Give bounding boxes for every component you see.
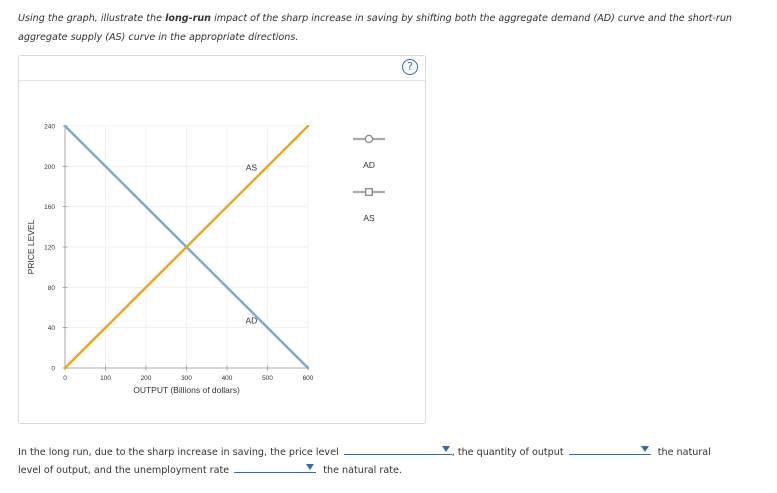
y-tick-label: 120 [44,245,55,252]
instructions-bold: long-run [165,13,212,24]
answer-sentence: In the long run, due to the sharp increa… [18,442,763,478]
legend-label-ad: AD [363,160,375,170]
help-icon: ? [407,60,413,73]
y-tick-label: 200 [44,164,55,171]
x-tick-label: 100 [100,375,111,382]
sentence-part4: level of output, and the unemployment ra… [18,465,230,476]
unemployment-dropdown[interactable] [234,460,317,473]
graph-panel: ? 0 100 200 300 400 500 600 0 40 80 120 160 200 240 OU… [18,55,426,424]
square-handle-icon[interactable] [365,188,373,196]
chevron-down-icon [306,464,315,470]
x-tick-label: 200 [141,375,152,382]
x-tick-label: 0 [63,375,67,382]
instructions-text: Using the graph, illustrate the long-run… [18,9,763,47]
curve-label-ad: AD [245,316,257,326]
x-tick-label: 600 [303,375,314,382]
x-tick-label: 400 [222,375,233,382]
x-tick-label: 300 [181,375,192,382]
sentence-line-2: level of output, and the unemployment ra… [18,460,763,478]
y-axis-title: PRICE LEVEL [26,219,36,274]
legend-label-as: AS [363,213,375,223]
chevron-down-icon [441,446,450,452]
sentence-part1: In the long run, due to the sharp increa… [18,447,339,458]
y-tick-label: 40 [48,325,56,332]
y-tick-label: 240 [44,124,55,131]
curve-as[interactable] [63,124,310,370]
price-level-dropdown[interactable] [343,442,452,455]
circle-handle-icon[interactable] [364,134,374,144]
x-axis-title: OUTPUT (Billions of dollars) [133,385,240,395]
sentence-part5: the natural rate. [323,465,402,476]
chart-svg[interactable]: 0 100 200 300 400 500 600 0 40 80 120 160 200 240 OUTP… [19,56,425,423]
output-dropdown[interactable] [568,442,651,455]
y-tick-label: 0 [51,366,55,373]
sentence-line-1: In the long run, due to the sharp increa… [18,442,763,460]
chevron-down-icon [640,446,649,452]
sentence-part2: , the quantity of output [451,447,564,458]
x-tick-label: 500 [262,375,273,382]
y-tick-label: 80 [48,285,56,292]
panel-header: ? [19,56,425,81]
sentence-part3: the natural [657,447,711,458]
instructions-part2: impact of the sharp increase in saving b… [18,13,732,43]
help-button[interactable]: ? [402,59,418,75]
y-tick-label: 160 [44,204,55,211]
instructions-part1: Using the graph, illustrate the [18,13,166,24]
curve-label-as: AS [246,162,258,172]
